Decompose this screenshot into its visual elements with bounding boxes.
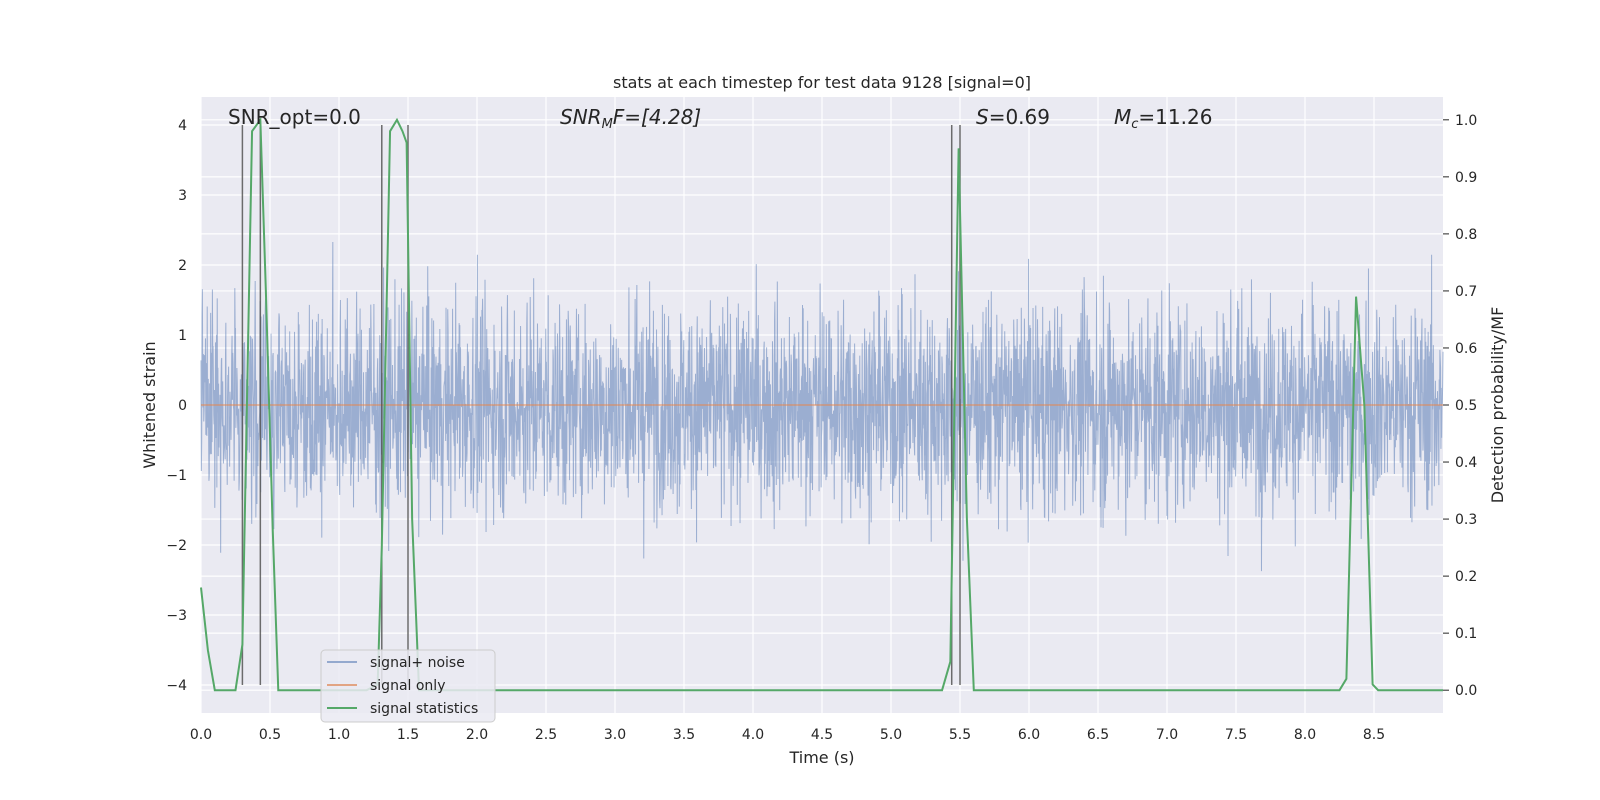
tick-labels: 0.0 0.5 1.0 1.5 2.0 2.5 3.0 3.5 4.0 4.5 5.0 5.5 6.0 6… xyxy=(166,113,1477,743)
y-axis-left-label: Whitened strain xyxy=(140,341,159,468)
annotation-snr-mf-sub: M xyxy=(602,117,613,132)
y-left-tick-label: 2 xyxy=(178,258,187,274)
x-tick-label: 3.5 xyxy=(673,727,695,743)
legend: signal+ noise signal only signal statist… xyxy=(320,649,496,723)
y-left-tick-label: 1 xyxy=(178,328,187,344)
x-tick-label: 4.5 xyxy=(811,727,833,743)
x-tick-label: 5.5 xyxy=(949,727,971,743)
annotation-s-main: S xyxy=(976,105,989,129)
y-right-tick-label: 0.7 xyxy=(1455,284,1477,300)
annotation-snr-mf-tail: F=[4.28] xyxy=(613,105,701,129)
x-tick-label: 8.0 xyxy=(1294,727,1316,743)
x-tick-label: 1.0 xyxy=(328,727,350,743)
annotation-s: S=0.69 xyxy=(976,105,1050,129)
y-right-tick-label: 0.5 xyxy=(1455,398,1477,414)
y-right-tick-label: 0.6 xyxy=(1455,341,1477,357)
x-tick-label: 2.0 xyxy=(466,727,488,743)
x-tick-label: 3.0 xyxy=(604,727,626,743)
y-left-tick-label: 3 xyxy=(178,188,187,204)
y-right-tick-label: 1.0 xyxy=(1455,113,1477,129)
y-left-tick-label: −1 xyxy=(166,468,187,484)
y-left-tick-label: 4 xyxy=(178,118,187,134)
annotation-snr-mf-main: SNR xyxy=(560,105,602,129)
annotations: SNR_opt=0.0 SNRMF=[4.28] S=0.69 Mc=11.26 xyxy=(228,105,1212,132)
annotation-mc: Mc=11.26 xyxy=(1114,105,1212,132)
y-right-tick-label: 0.2 xyxy=(1455,569,1477,585)
signal-statistics-series xyxy=(200,116,1443,692)
legend-label-signal-noise: signal+ noise xyxy=(370,655,465,671)
legend-box xyxy=(320,649,496,723)
y-right-tick-label: 0.3 xyxy=(1455,512,1477,528)
annotation-mc-tail: =11.26 xyxy=(1138,105,1212,129)
x-axis-label: Time (s) xyxy=(788,748,854,767)
annotation-s-tail: =0.69 xyxy=(989,105,1050,129)
annotation-mc-sub: c xyxy=(1131,117,1138,132)
x-tick-label: 1.5 xyxy=(397,727,419,743)
y-right-tick-label: 0.8 xyxy=(1455,227,1477,243)
y-right-tick-label: 0.4 xyxy=(1455,455,1477,471)
y-right-tick-label: 0.0 xyxy=(1455,683,1477,699)
x-tick-label: 7.0 xyxy=(1156,727,1178,743)
y-axis-right-label: Detection probability/MF xyxy=(1488,307,1507,504)
annotation-snr-opt: SNR_opt=0.0 xyxy=(228,105,361,129)
y-left-tick-label: 0 xyxy=(178,398,187,414)
x-tick-label: 6.5 xyxy=(1087,727,1109,743)
x-tick-label: 6.0 xyxy=(1018,727,1040,743)
y-left-tick-label: −2 xyxy=(166,538,187,554)
x-tick-label: 0.0 xyxy=(190,727,212,743)
annotation-mc-main: M xyxy=(1114,105,1131,129)
x-tick-label: 2.5 xyxy=(535,727,557,743)
y-left-tick-label: −3 xyxy=(166,608,187,624)
y-left-tick-label: −4 xyxy=(166,678,187,694)
x-tick-label: 0.5 xyxy=(259,727,281,743)
signal-statistics-line xyxy=(200,116,1443,692)
x-tick-label: 7.5 xyxy=(1225,727,1247,743)
annotation-snr-mf: SNRMF=[4.28] xyxy=(560,105,701,132)
x-tick-label: 8.5 xyxy=(1363,727,1385,743)
legend-label-signal-only: signal only xyxy=(370,678,445,694)
y-right-tick-label: 0.9 xyxy=(1455,170,1477,186)
x-tick-label: 5.0 xyxy=(880,727,902,743)
y-right-tick-label: 0.1 xyxy=(1455,626,1477,642)
chart-title: stats at each timestep for test data 912… xyxy=(613,73,1031,92)
legend-label-signal-statistics: signal statistics xyxy=(370,701,478,717)
x-tick-label: 4.0 xyxy=(742,727,764,743)
